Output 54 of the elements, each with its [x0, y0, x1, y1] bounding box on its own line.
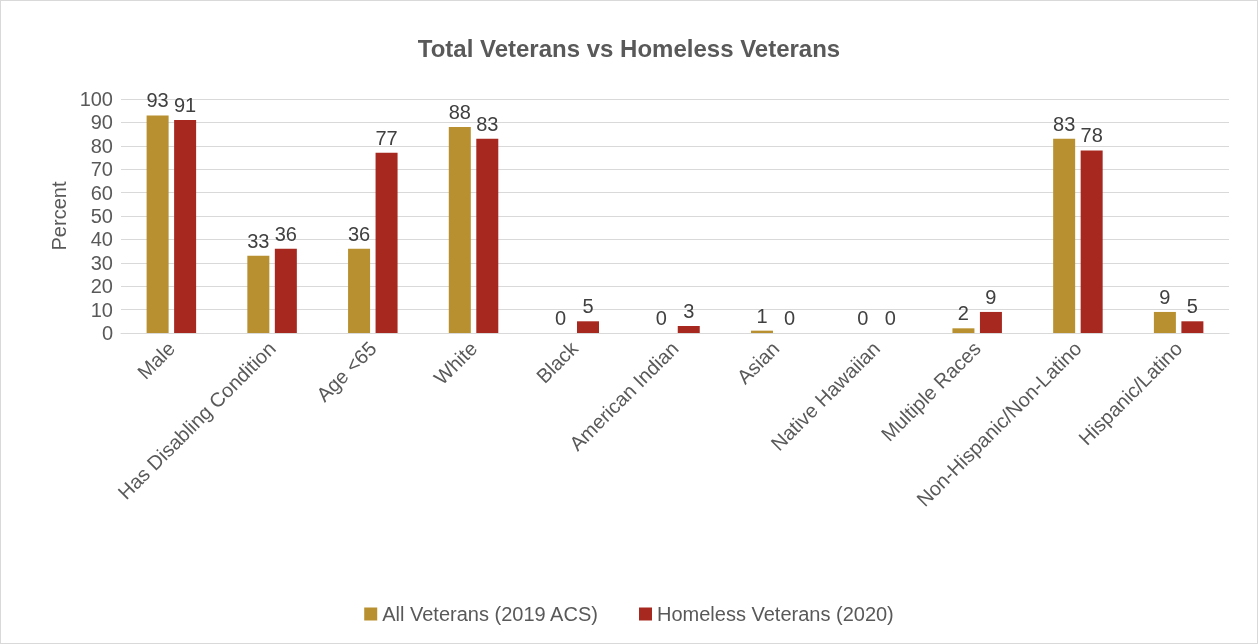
bar [577, 321, 600, 333]
data-label: 0 [783, 307, 796, 329]
data-label: 9 [1159, 285, 1171, 308]
data-label: 0 [884, 307, 896, 329]
y-tick-label: 60 [90, 181, 113, 204]
bar [476, 138, 499, 333]
data-label: 5 [582, 295, 594, 318]
y-tick-label: 50 [90, 205, 113, 227]
y-tick-label: 70 [90, 158, 113, 181]
data-label: 91 [173, 94, 197, 117]
data-label: 83 [476, 112, 499, 135]
data-label: 93 [146, 89, 169, 112]
data-label: 33 [247, 229, 270, 252]
bar [952, 328, 975, 333]
bar [1181, 321, 1204, 333]
data-label: 36 [274, 222, 297, 245]
y-tick-label: 20 [90, 275, 113, 298]
y-tick-label: 30 [90, 251, 113, 274]
bar [146, 115, 169, 333]
y-axis-title: Percent [47, 181, 70, 251]
data-label: 9 [985, 285, 997, 308]
bar [375, 152, 398, 333]
data-label: 5 [1186, 295, 1198, 318]
y-tick-label: 80 [90, 134, 113, 157]
bar [247, 255, 270, 333]
legend-label: All Veterans (2019 ACS) [382, 603, 598, 625]
legend-label: Homeless Veterans (2020) [657, 603, 894, 625]
y-tick-label: 10 [90, 298, 113, 321]
data-label: 78 [1080, 124, 1103, 147]
y-tick-label: 100 [79, 88, 113, 110]
data-label: 77 [375, 126, 398, 149]
data-label: 1 [756, 304, 768, 327]
data-label: 83 [1053, 112, 1076, 135]
bar [448, 127, 471, 333]
data-label: 0 [554, 307, 567, 329]
x-tick-label: Age <65 [312, 337, 381, 406]
bar [979, 311, 1002, 333]
data-label: 3 [683, 299, 695, 322]
bar [174, 120, 197, 333]
data-label: 88 [448, 101, 471, 124]
bar [274, 248, 297, 333]
data-label: 36 [347, 222, 371, 245]
bar [1080, 150, 1103, 333]
bar [1053, 138, 1076, 333]
bar [677, 325, 700, 333]
data-label: 0 [655, 307, 667, 329]
y-tick-label: 40 [90, 228, 113, 251]
bar [1153, 311, 1176, 333]
y-tick-label: 0 [101, 322, 113, 344]
data-label: 0 [857, 307, 869, 329]
data-label: 2 [957, 302, 969, 325]
y-tick-label: 90 [90, 111, 113, 134]
chart-title: Total Veterans vs Homeless Veterans [417, 34, 841, 62]
bar [348, 248, 371, 333]
